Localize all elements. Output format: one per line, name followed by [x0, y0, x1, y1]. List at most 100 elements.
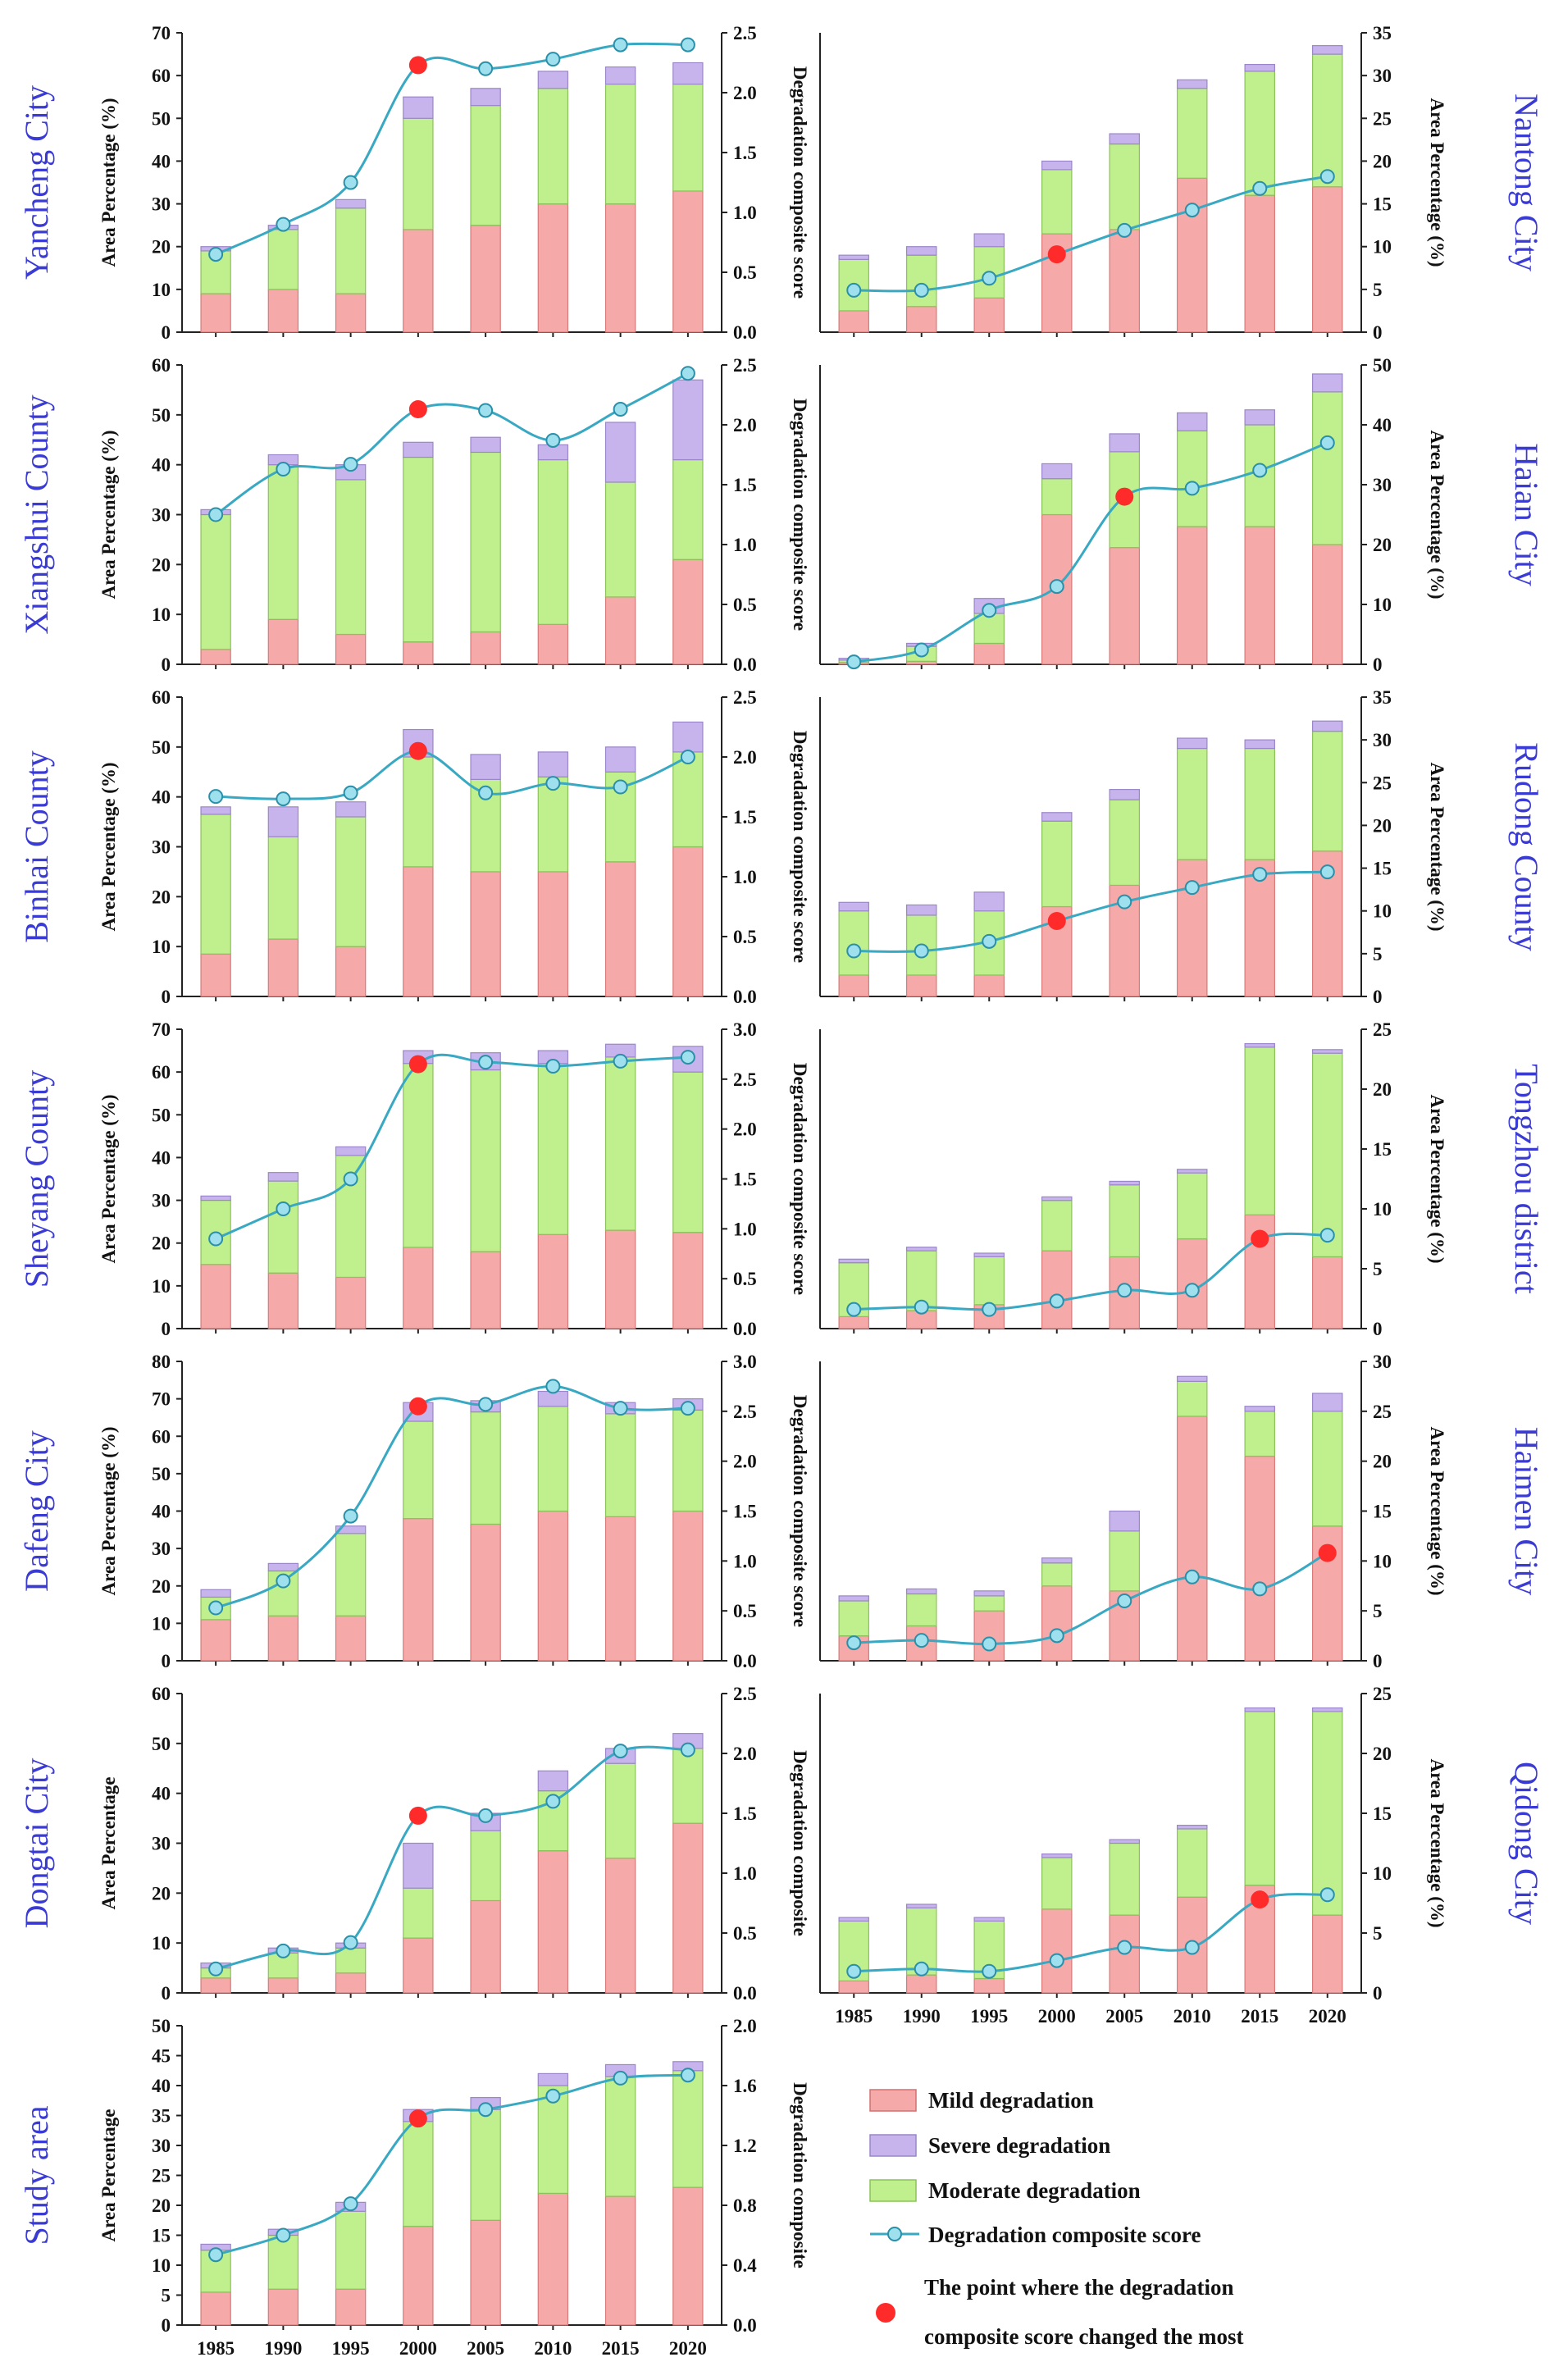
bar-mild — [672, 1822, 704, 1994]
bar-severe — [1041, 463, 1073, 480]
bar-moderate — [537, 1063, 569, 1235]
score-point-max-change — [1047, 245, 1066, 264]
bar-moderate — [403, 1887, 434, 1939]
bar-mild — [267, 289, 299, 333]
bar-moderate — [1244, 1711, 1275, 1886]
y2-tick-label: 2.0 — [733, 1452, 757, 1472]
score-point — [545, 1379, 561, 1394]
score-point — [982, 1302, 997, 1317]
bar-severe — [1176, 79, 1208, 89]
x-tick-label: 1990 — [264, 2338, 302, 2359]
bar-moderate — [1176, 1380, 1208, 1417]
bar-mild — [200, 649, 231, 665]
score-point — [343, 785, 358, 800]
legend-label-severe: Severe degradation — [928, 2133, 1110, 2158]
bar-moderate — [1244, 747, 1275, 860]
score-line — [216, 750, 689, 800]
bar-moderate — [973, 1595, 1005, 1612]
y-tick-label: 0 — [162, 1983, 171, 2004]
bar-moderate — [1176, 1828, 1208, 1898]
bar-severe — [1109, 789, 1140, 800]
score-line — [853, 441, 1328, 663]
y-tick-label: 30 — [152, 2136, 171, 2156]
bar-mild — [335, 293, 367, 333]
bar-mild — [838, 1315, 869, 1329]
bar-moderate — [1041, 1562, 1073, 1587]
y-tick-label: 5 — [1373, 1601, 1383, 1621]
score-point — [1252, 1581, 1268, 1597]
y-axis-label: Area Percentage (%) — [98, 762, 119, 931]
score-point — [846, 282, 862, 298]
legend-label-score: Degradation composite score — [928, 2223, 1201, 2247]
y2-tick-label: 0.0 — [733, 987, 757, 1007]
y-axis-label: Area Percentage (%) — [1427, 1758, 1447, 1927]
y-tick-label: 5 — [1373, 1259, 1383, 1279]
bar-moderate — [672, 751, 704, 848]
bar-mild — [672, 1232, 704, 1329]
bar-severe — [1176, 412, 1208, 431]
y-axis-label: Area Percentage (%) — [98, 1094, 119, 1263]
y-axis-label: Area Percentage (%) — [98, 1426, 119, 1595]
bar-moderate — [267, 1180, 299, 1274]
y-tick-label: 25 — [1373, 1402, 1392, 1422]
x-tick-label: 1995 — [970, 2006, 1008, 2027]
y2-tick-label: 2.0 — [733, 1119, 757, 1140]
y2-tick-label: 0.5 — [733, 1923, 757, 1944]
score-point — [478, 1055, 494, 1070]
y2-tick-label: 2.0 — [733, 747, 757, 768]
y2-axis-label: Degradation composite — [790, 2082, 810, 2268]
bar-severe — [267, 806, 299, 837]
score-point — [478, 1808, 494, 1823]
y-tick-label: 0 — [1373, 987, 1383, 1007]
bar-mild — [1244, 526, 1275, 665]
x-tick-label: 2010 — [534, 2338, 572, 2359]
score-point — [914, 1299, 929, 1315]
y-tick-label: 25 — [152, 2166, 171, 2186]
bar-mild — [838, 310, 869, 333]
bar-moderate — [403, 1420, 434, 1520]
score-point — [208, 507, 224, 522]
score-point — [545, 776, 561, 791]
bar-mild — [604, 861, 636, 997]
bar-moderate — [838, 1600, 869, 1637]
bar-moderate — [335, 479, 367, 636]
panel-title: Yancheng City — [18, 85, 55, 280]
bar-severe — [200, 1589, 231, 1598]
bar-severe — [1311, 1049, 1343, 1054]
score-point — [478, 785, 494, 800]
score-point — [276, 1573, 291, 1589]
y-tick-label: 50 — [152, 2016, 171, 2036]
bar-mild — [335, 2288, 367, 2326]
score-line — [215, 42, 688, 256]
y-tick-label: 50 — [152, 405, 171, 426]
y-tick-label: 0 — [162, 654, 171, 675]
bar-mild — [267, 618, 299, 665]
x-tick-label: 2000 — [1038, 2006, 1076, 2027]
bar-mild — [403, 1247, 434, 1329]
bar-moderate — [1244, 1046, 1275, 1215]
legend-marker-score — [887, 2227, 902, 2241]
y-tick-label: 70 — [152, 23, 171, 43]
bar-mild — [267, 1977, 299, 1994]
score-point — [1184, 203, 1200, 218]
y-tick-label: 20 — [152, 1233, 171, 1254]
score-point — [1117, 1594, 1132, 1608]
panel-title: Dongtai City — [18, 1758, 55, 1929]
score-point — [1117, 894, 1132, 910]
bar-moderate — [604, 2076, 636, 2197]
bar-severe — [1109, 133, 1140, 145]
bar-mild — [470, 2219, 501, 2326]
score-point — [343, 175, 358, 190]
y-tick-label: 0 — [162, 322, 171, 343]
bar-mild — [973, 1977, 1005, 1994]
y-tick-label: 20 — [152, 554, 171, 575]
score-point-max-change — [408, 1806, 427, 1825]
score-point — [208, 789, 224, 805]
y2-tick-label: 0.5 — [733, 595, 757, 615]
y-tick-label: 15 — [1373, 859, 1392, 879]
score-point — [1319, 864, 1335, 880]
score-point — [613, 1053, 628, 1069]
score-point — [1319, 435, 1335, 450]
score-point — [680, 2068, 695, 2083]
